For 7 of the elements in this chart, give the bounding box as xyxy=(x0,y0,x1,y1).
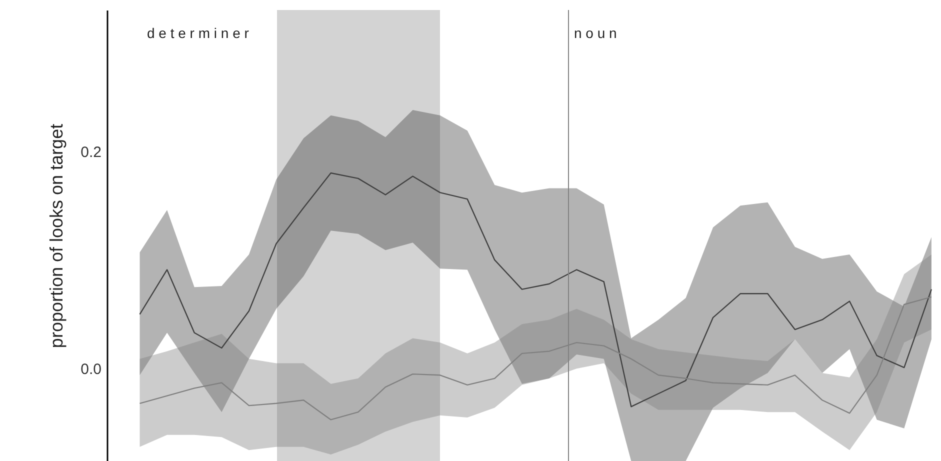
annotation: d e t e r m i n e r xyxy=(147,25,250,41)
annotation: n o u n xyxy=(574,25,617,41)
y-tick-label: 0.2 xyxy=(80,144,102,161)
y-tick-label: 0.0 xyxy=(80,361,102,378)
line-series xyxy=(139,296,932,420)
line-series xyxy=(139,172,932,408)
y-axis-title: proportion of looks on target xyxy=(46,124,67,348)
